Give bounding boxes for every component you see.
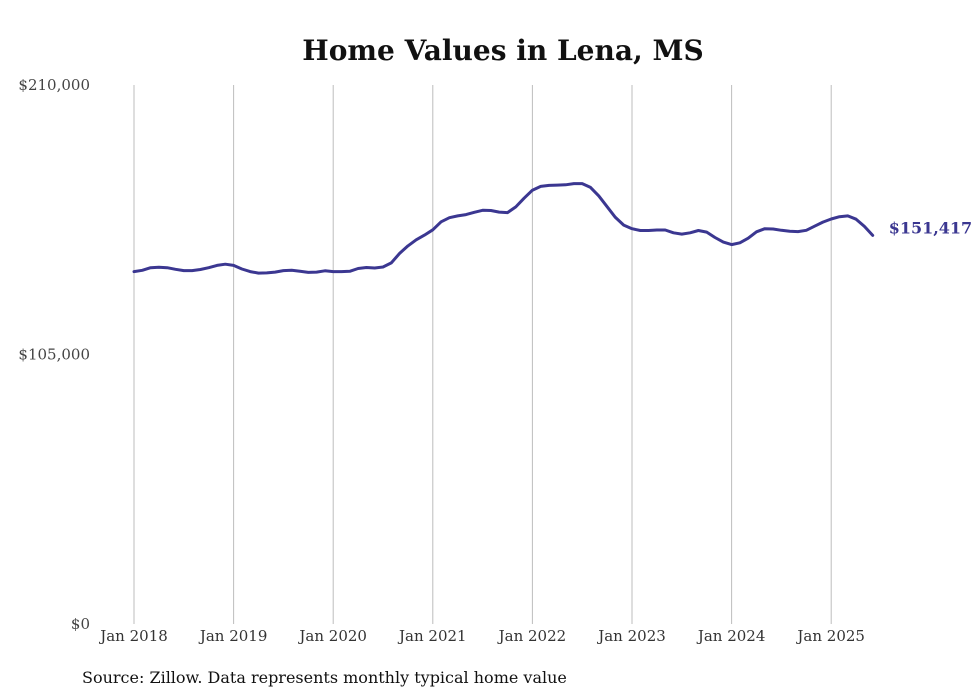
x-axis: Jan 2018 Jan 2019 Jan 2020 Jan 2021 Jan 2022…: [98, 627, 865, 645]
chart-title: Home Values in Lena, MS: [302, 34, 703, 67]
series-line: [132, 182, 875, 275]
x-tick-label: Jan 2025: [795, 627, 865, 645]
x-tick-label: Jan 2018: [98, 627, 168, 645]
source-note: Source: Zillow. Data represents monthly …: [82, 668, 567, 687]
y-tick-label: $0: [71, 615, 90, 633]
end-value-label: $151,417: [889, 218, 973, 237]
gridlines: [133, 85, 832, 624]
y-tick-label: $105,000: [18, 346, 90, 364]
x-tick-label: Jan 2020: [297, 627, 367, 645]
y-tick-label: $210,000: [18, 76, 90, 94]
x-tick-label: Jan 2021: [397, 627, 467, 645]
x-tick-label: Jan 2019: [198, 627, 268, 645]
x-tick-label: Jan 2022: [497, 627, 567, 645]
x-tick-label: Jan 2023: [596, 627, 666, 645]
x-tick-label: Jan 2024: [696, 627, 766, 645]
y-axis: $0 $105,000 $210,000: [18, 76, 90, 633]
